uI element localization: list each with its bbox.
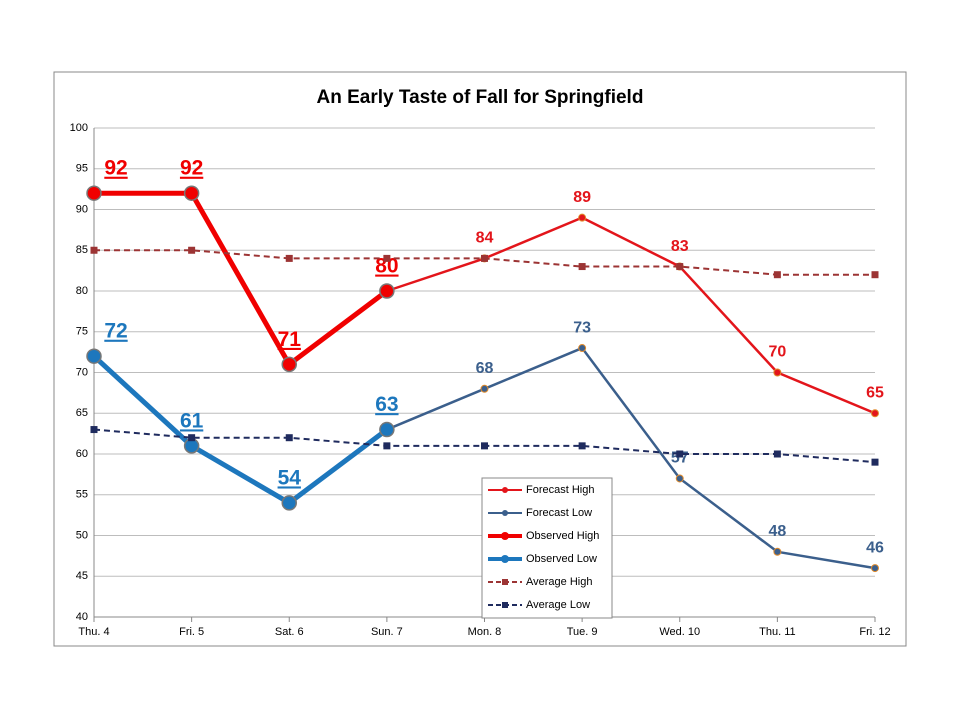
data-point [379, 283, 395, 299]
y-tick-label: 75 [76, 326, 88, 338]
legend-marker [502, 487, 508, 493]
legend-marker [502, 579, 508, 585]
data-label: 68 [476, 360, 494, 377]
data-point [871, 564, 879, 573]
data-point [188, 246, 196, 254]
y-tick-label: 90 [76, 203, 88, 215]
data-point [383, 254, 391, 262]
data-point [676, 263, 684, 271]
data-point [676, 450, 684, 458]
data-point [481, 254, 488, 262]
data-label: 48 [768, 523, 786, 540]
y-tick-label: 85 [76, 244, 88, 256]
data-label: 71 [278, 328, 302, 351]
y-tick-label: 80 [76, 285, 88, 297]
y-tick-label: 55 [76, 489, 88, 501]
series-line [92, 354, 389, 506]
data-point [773, 368, 782, 377]
data-point [675, 474, 684, 483]
legend-label: Average High [526, 576, 592, 588]
data-point [86, 348, 102, 364]
data-label: 61 [180, 409, 204, 432]
data-point [773, 450, 781, 458]
series: 92 92 71 80 [86, 157, 399, 373]
data-label: 89 [573, 189, 591, 206]
legend-label: Forecast High [526, 484, 594, 496]
y-tick-label: 65 [76, 407, 88, 419]
data-point [773, 271, 781, 279]
legend-marker [501, 532, 509, 540]
data-point [773, 547, 782, 556]
data-label: 92 [180, 157, 203, 180]
legend-marker [501, 555, 509, 563]
data-point [871, 409, 879, 418]
data-point [281, 356, 297, 373]
series-line [94, 190, 389, 367]
data-label: 65 [866, 384, 884, 401]
legend-box [481, 477, 613, 619]
data-point [480, 384, 489, 393]
y-tick-label: 40 [76, 611, 88, 623]
data-point [86, 185, 102, 201]
data-point [871, 458, 879, 466]
x-tick-label: Thu. 4 [78, 626, 109, 638]
chart-title: An Early Taste of Fall for Springfield [317, 87, 644, 108]
data-label: 54 [278, 466, 302, 489]
series: 84 89 83 70 65 [382, 189, 884, 418]
data-point [90, 246, 98, 254]
data-label: 80 [375, 255, 398, 278]
data-point [871, 271, 879, 279]
x-tick-label: Tue. 9 [567, 626, 598, 638]
data-label: 73 [573, 319, 591, 336]
x-tick-label: Sat. 6 [275, 626, 304, 638]
legend-label: Forecast Low [526, 507, 592, 519]
data-point [481, 442, 488, 450]
data-label: 63 [375, 393, 398, 416]
series-line [386, 216, 876, 415]
data-point [578, 263, 586, 271]
data-point [379, 421, 395, 438]
legend-label: Observed Low [526, 553, 597, 565]
x-tick-label: Thu. 11 [759, 626, 796, 638]
x-tick-label: Mon. 8 [468, 626, 502, 638]
data-label: 46 [866, 539, 884, 556]
series [90, 246, 879, 279]
series: 72 61 54 63 [86, 320, 399, 511]
y-tick-label: 50 [76, 529, 88, 541]
data-label: 70 [768, 344, 786, 361]
data-point [281, 495, 297, 511]
data-label: 84 [476, 230, 494, 247]
data-label: 83 [671, 238, 689, 255]
series-line [386, 346, 876, 570]
x-tick-label: Sun. 7 [371, 626, 403, 638]
data-point [578, 442, 586, 450]
legend-label: Average Low [526, 599, 590, 611]
data-point [383, 442, 391, 450]
data-point [578, 213, 587, 222]
x-tick-label: Wed. 10 [659, 626, 700, 638]
data-point [285, 254, 293, 262]
legend: Forecast High Forecast Low Observed High Ob… [481, 477, 613, 619]
series [90, 426, 879, 466]
data-point [578, 344, 587, 353]
legend-label: Observed High [526, 530, 599, 542]
y-tick-label: 100 [70, 122, 88, 134]
y-tick-label: 95 [76, 163, 88, 175]
x-tick-label: Fri. 12 [859, 626, 890, 638]
data-point [188, 434, 196, 442]
data-point [285, 434, 293, 442]
data-point [183, 185, 200, 201]
x-tick-label: Fri. 5 [179, 626, 204, 638]
y-tick-label: 60 [76, 448, 88, 460]
data-label: 72 [104, 320, 127, 343]
legend-marker [502, 602, 508, 608]
data-point [90, 426, 98, 434]
y-tick-label: 70 [76, 366, 88, 378]
legend-marker [502, 510, 508, 516]
y-tick-label: 45 [76, 570, 88, 582]
data-label: 92 [104, 157, 127, 180]
